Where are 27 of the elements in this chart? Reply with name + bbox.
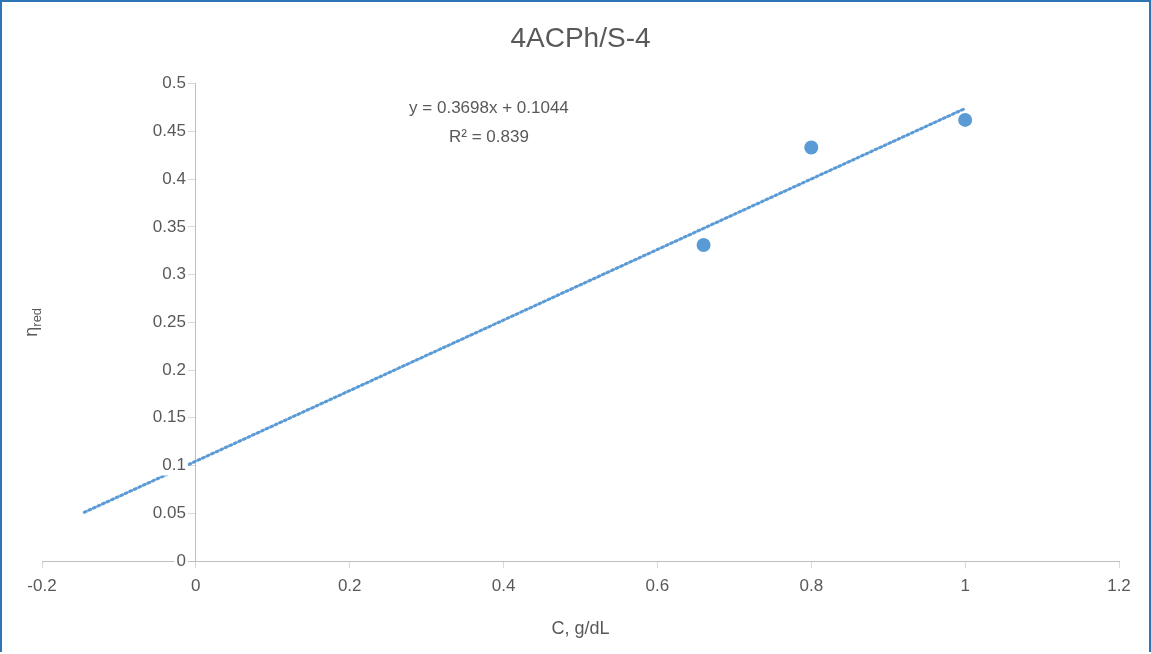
point xyxy=(696,237,711,252)
y-tick-label: 0.35 xyxy=(152,216,186,236)
chart-title: 4ACPh/S-4 xyxy=(510,21,651,53)
y-tick-label: 0.2 xyxy=(162,359,186,379)
y-tick-label: 0 xyxy=(176,550,186,570)
x-tick-label: 0.2 xyxy=(337,575,362,595)
point xyxy=(958,112,973,127)
x-tick-label: 0 xyxy=(191,575,201,595)
x-axis-title: C, g/dL xyxy=(551,618,610,639)
y-tick-label: 0.5 xyxy=(162,73,186,93)
y-tick-label: 0.25 xyxy=(152,311,186,331)
x-tick-label: -0.2 xyxy=(27,575,57,595)
x-tick-label: 0.8 xyxy=(799,575,824,595)
x-tick-label: 1.2 xyxy=(1107,575,1131,595)
y-tick-label: 0.1 xyxy=(162,455,186,475)
x-tick-label: 1 xyxy=(960,575,970,595)
x-tick-label: 0.4 xyxy=(491,575,516,595)
y-tick-label: 0.3 xyxy=(162,264,186,284)
y-axis-title: ηred xyxy=(20,307,44,337)
annotation: y = 0.3698x + 0.1044 xyxy=(409,98,569,118)
annotation: R² = 0.839 xyxy=(449,127,529,147)
y-tick-label: 0.15 xyxy=(152,407,186,427)
y-tick-label: 0.45 xyxy=(152,121,186,141)
x-tick-label: 0.6 xyxy=(645,575,670,595)
y-tick-label: 0.05 xyxy=(152,502,186,522)
y-tick-label: 0.4 xyxy=(162,168,186,188)
point xyxy=(804,140,819,155)
